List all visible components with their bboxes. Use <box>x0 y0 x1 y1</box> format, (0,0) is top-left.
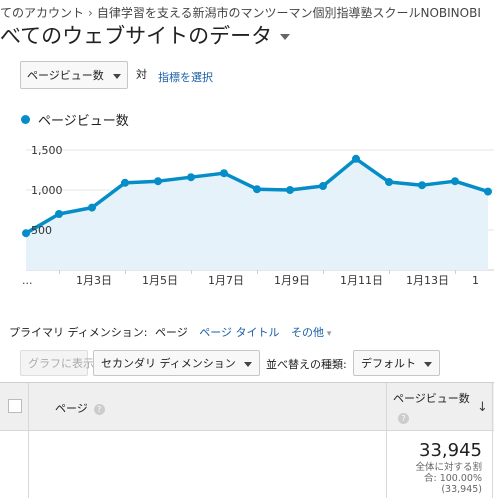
help-icon[interactable]: ? <box>93 403 105 415</box>
x-tick-label: 1月9日 <box>274 274 310 287</box>
pageviews-line-chart[interactable]: 1,500 1,000 500... 1月3日 1月5日 1月7日 1月9日 1月11日 1月1… <box>0 130 494 290</box>
y-tick-label: 500 <box>31 224 52 237</box>
series-area <box>26 158 488 270</box>
table-header <box>0 383 494 431</box>
chevron-down-icon <box>424 362 432 367</box>
primary-dimension-row: プライマリ ディメンション: ページ ページ タイトル その他 ▾ <box>9 324 331 340</box>
breadcrumb: てのアカウント › 自律学習を支える新潟市のマンツーマン個別指導塾スクールNOBIN… <box>0 4 481 21</box>
x-tick-label: ... <box>22 274 33 287</box>
column-divider <box>386 383 387 498</box>
vs-label: 対 <box>136 68 147 81</box>
data-point <box>352 154 360 163</box>
data-point <box>88 203 96 212</box>
data-point <box>22 229 30 238</box>
column-header-page[interactable]: ページ? <box>55 400 105 416</box>
plot-rows-button[interactable]: グラフに表示 <box>20 350 94 376</box>
pageviews-help-icon[interactable]: ? <box>398 408 409 427</box>
sort-type-select[interactable]: デフォルト <box>353 350 440 376</box>
total-percent-note: 全体に対する割 合: 100.00% (33,945) <box>390 462 482 495</box>
data-point <box>187 173 195 182</box>
data-point <box>253 185 261 194</box>
column-header-pageviews[interactable]: ページビュー数 <box>393 392 470 405</box>
legend-label: ページビュー数 <box>38 114 129 129</box>
breadcrumb-separator: › <box>88 6 93 20</box>
x-tick-label: 1 <box>472 274 479 287</box>
chevron-down-icon <box>244 362 252 367</box>
breadcrumb-property[interactable]: 自律学習を支える新潟市のマンツーマン個別指導塾スクールNOBINOBI <box>96 6 481 20</box>
data-point <box>220 169 228 178</box>
data-point <box>385 178 393 186</box>
column-header-page-label: ページ <box>55 402 88 415</box>
primary-dimension-label: プライマリ ディメンション: <box>9 326 148 339</box>
data-point <box>121 178 129 187</box>
data-point <box>418 181 426 190</box>
legend-marker <box>21 115 30 124</box>
sort-descending-icon[interactable]: ↓ <box>477 400 488 415</box>
column-divider <box>28 383 29 498</box>
x-tick-label: 1月5日 <box>142 274 178 287</box>
data-point <box>55 210 63 218</box>
data-point <box>154 177 162 186</box>
total-note-line: (33,945) <box>441 484 482 495</box>
y-tick-label: 1,500 <box>31 144 63 157</box>
data-table <box>0 382 494 499</box>
total-note-line: 全体に対する割 <box>415 462 482 473</box>
x-tick-label: 1月3日 <box>76 274 112 287</box>
data-point <box>451 177 459 186</box>
chevron-down-icon <box>113 74 121 79</box>
dimension-other-link[interactable]: その他 ▾ <box>291 326 332 339</box>
secondary-dimension-select[interactable]: セカンダリ ディメンション <box>93 350 260 376</box>
select-metric-link[interactable]: 指標を選択 <box>158 71 213 84</box>
metric-select-value: ページビュー数 <box>27 69 104 82</box>
total-note-line: 合: 100.00% <box>424 473 482 484</box>
x-tick-label: 1月7日 <box>208 274 244 287</box>
view-selector[interactable]: べてのウェブサイトのデータ <box>0 20 291 50</box>
data-point <box>484 187 492 196</box>
sort-type-value: デフォルト <box>361 357 416 370</box>
y-tick-label: 1,000 <box>31 184 63 197</box>
dimension-page-title-link[interactable]: ページ タイトル <box>199 326 280 339</box>
x-tick-label: 1月11日 <box>340 274 383 287</box>
help-icon: ? <box>398 413 409 424</box>
breadcrumb-account[interactable]: てのアカウント <box>0 6 85 20</box>
view-title: べてのウェブサイトのデータ <box>0 24 273 48</box>
select-all-checkbox[interactable] <box>8 399 22 413</box>
metric-select[interactable]: ページビュー数 <box>20 61 128 89</box>
x-tick-label: 1月13日 <box>406 274 449 287</box>
chevron-down-icon <box>280 34 291 40</box>
dimension-page-current: ページ <box>154 326 188 339</box>
secondary-dimension-label: セカンダリ ディメンション <box>101 357 236 370</box>
data-point <box>319 182 327 190</box>
sort-type-label: 並べ替えの種類: <box>266 358 347 371</box>
total-pageviews: 33,945 <box>419 440 482 461</box>
data-point <box>286 186 294 194</box>
column-divider <box>492 383 493 498</box>
